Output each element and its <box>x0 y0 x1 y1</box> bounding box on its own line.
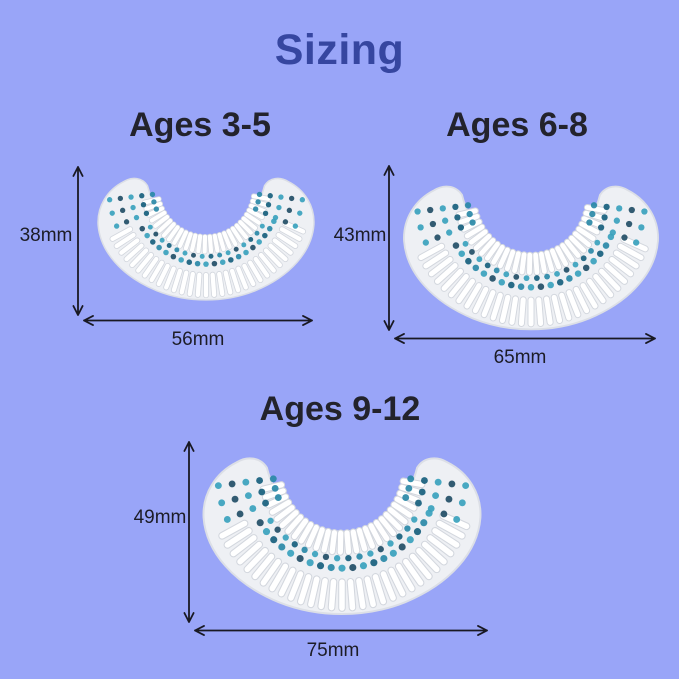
toothbrush-mouthpiece-illustration-small <box>97 177 315 301</box>
toothbrush-mouthpiece-illustration-medium <box>403 185 659 331</box>
width-dimension-label: 56mm <box>171 329 225 350</box>
width-dimension-arrow-icon <box>194 625 488 636</box>
page-title: Sizing <box>274 26 405 74</box>
width-dimension-arrow-icon <box>83 315 313 326</box>
age-range-label-3-5: Ages 3-5 <box>129 106 271 144</box>
height-dimension-arrow-icon <box>183 441 195 623</box>
age-range-label-9-12: Ages 9-12 <box>259 390 421 428</box>
height-dimension-label: 49mm <box>133 507 187 528</box>
height-dimension-arrow-icon <box>383 165 395 331</box>
height-dimension-label: 43mm <box>333 225 387 246</box>
width-dimension-label: 75mm <box>306 640 360 661</box>
height-dimension-label: 38mm <box>19 225 73 246</box>
width-dimension-label: 65mm <box>493 347 547 368</box>
age-range-label-6-8: Ages 6-8 <box>446 106 588 144</box>
height-dimension-arrow-icon <box>72 166 84 316</box>
toothbrush-mouthpiece-illustration-large <box>202 457 482 616</box>
width-dimension-arrow-icon <box>394 333 656 344</box>
